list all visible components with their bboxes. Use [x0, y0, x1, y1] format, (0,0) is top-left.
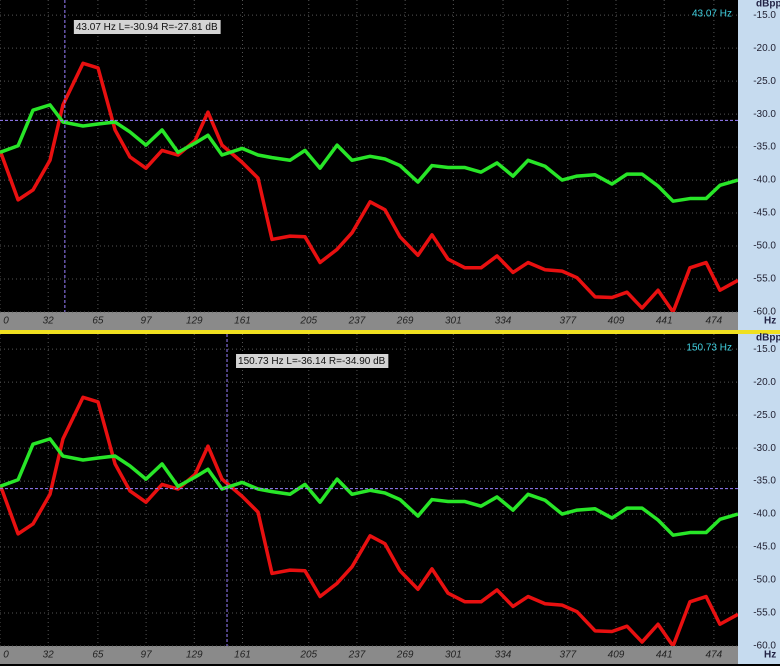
cursor-frequency: 150.73 Hz [686, 343, 732, 354]
x-axis-strip [0, 312, 738, 330]
y-tick-label: -60.0 [753, 641, 776, 652]
y-tick-label: -40.0 [753, 509, 776, 520]
x-tick-label: 161 [234, 316, 251, 327]
x-tick-label: 409 [608, 316, 625, 327]
y-tick-label: -20.0 [753, 377, 776, 388]
cursor-readout: 43.07 Hz L=-30.94 R=-27.81 dB [76, 22, 218, 33]
x-tick-label: 301 [445, 316, 462, 327]
y-tick-label: -55.0 [753, 608, 776, 619]
x-tick-label: 65 [92, 316, 104, 327]
y-tick-label: -15.0 [753, 344, 776, 355]
x-tick-label: 377 [559, 650, 576, 661]
y-tick-label: -55.0 [753, 274, 776, 285]
x-tick-label: 65 [92, 650, 104, 661]
x-tick-label: 97 [141, 650, 153, 661]
y-tick-label: -35.0 [753, 142, 776, 153]
x-unit-label: Hz [764, 316, 776, 327]
y-unit-label: dBpp [756, 333, 780, 344]
x-axis-strip [0, 646, 738, 664]
y-tick-label: -50.0 [753, 575, 776, 586]
x-tick-label: 474 [706, 650, 723, 661]
y-tick-label: -45.0 [753, 208, 776, 219]
spectrum-line [0, 103, 738, 203]
spectrum-panel: -15.0 -20.0 -25.0 -30.0 -35.0 -40.0 -45.0 -50.0… [0, 0, 780, 330]
x-tick-label: 334 [495, 316, 512, 327]
spectrum-line [0, 61, 738, 312]
x-tick-label: 237 [348, 316, 366, 327]
x-tick-label: 409 [608, 650, 625, 661]
x-tick-label: 377 [559, 316, 576, 327]
spectrum-line [0, 437, 738, 537]
x-tick-label: 334 [495, 650, 512, 661]
x-tick-label: 129 [186, 650, 203, 661]
x-tick-label: 441 [656, 650, 673, 661]
x-tick-label: 237 [348, 650, 366, 661]
panel-separator [0, 329, 780, 334]
x-tick-label: 474 [706, 316, 723, 327]
y-tick-label: -15.0 [753, 10, 776, 21]
cursor-readout: 150.73 Hz L=-36.14 R=-34.90 dB [238, 356, 386, 367]
y-tick-label: -60.0 [753, 307, 776, 318]
y-unit-label: dBpp [756, 0, 780, 10]
x-tick-label: 441 [656, 316, 673, 327]
y-tick-label: -35.0 [753, 476, 776, 487]
x-tick-label: 129 [186, 316, 203, 327]
y-tick-label: -20.0 [753, 43, 776, 54]
y-axis-strip [738, 0, 780, 330]
cursor-readout-box [236, 354, 389, 368]
x-tick-label: 205 [299, 316, 317, 327]
x-unit-label: Hz [764, 650, 776, 661]
y-tick-label: -30.0 [753, 109, 776, 120]
x-tick-label: 97 [141, 316, 153, 327]
x-tick-label: 269 [396, 316, 414, 327]
x-tick-label: 269 [396, 650, 414, 661]
x-tick-label: 32 [43, 650, 55, 661]
cursor-frequency: 43.07 Hz [692, 9, 732, 20]
cursor-readout-box [73, 20, 221, 34]
y-tick-label: -25.0 [753, 76, 776, 87]
x-tick-label: 301 [445, 650, 462, 661]
x-tick-label: 0 [3, 316, 9, 327]
y-axis-strip [738, 334, 780, 664]
y-tick-label: -45.0 [753, 542, 776, 553]
x-tick-label: 32 [43, 316, 55, 327]
spectrum-panel: -15.0 -20.0 -25.0 -30.0 -35.0 -40.0 -45.0 -50.0… [0, 333, 780, 664]
y-tick-label: -30.0 [753, 443, 776, 454]
y-tick-label: -40.0 [753, 175, 776, 186]
x-tick-label: 161 [234, 650, 251, 661]
y-tick-label: -25.0 [753, 410, 776, 421]
spectrum-line [0, 395, 738, 646]
x-tick-label: 0 [3, 650, 9, 661]
x-tick-label: 205 [299, 650, 317, 661]
y-tick-label: -50.0 [753, 241, 776, 252]
